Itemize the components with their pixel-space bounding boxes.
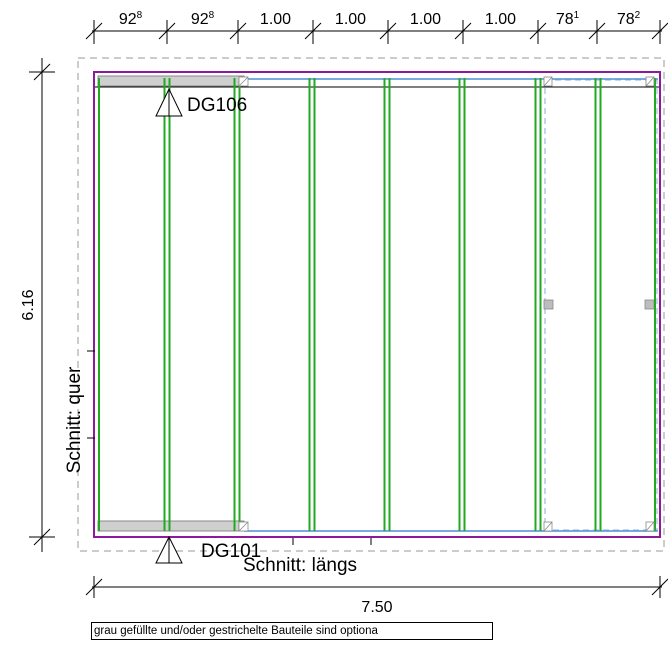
top-dimension-label-2: 1.00	[260, 11, 291, 28]
dim-slash-2	[229, 22, 247, 40]
section-cross-label: Schnitt: quer	[64, 366, 85, 473]
optional-post-right	[644, 299, 655, 310]
dim-slash-6	[529, 22, 547, 40]
top-dimension-label-7: 782	[617, 10, 641, 28]
top-dimension-chain: 928 928 1.00 1.00 1.00 1.00 781 782	[85, 10, 668, 44]
dim-slash-8	[651, 22, 668, 40]
dim-slash-5	[454, 22, 472, 40]
dim-slash-4	[379, 22, 397, 40]
building-outline	[93, 71, 661, 538]
section-long-label: Schnitt: längs	[243, 555, 357, 576]
bottom-section-marker: DG101	[155, 535, 261, 564]
overall-width-label: 7.50	[361, 599, 392, 616]
rafters	[98, 78, 656, 531]
top-plate-optional	[97, 75, 245, 87]
dim-slash-0	[85, 22, 103, 40]
section-cross: Schnitt: quer	[64, 350, 95, 473]
top-section-marker: DG106	[155, 87, 247, 117]
bottom-plate-optional	[97, 520, 245, 532]
optional-post-left	[543, 299, 554, 310]
bottom-dimension: 7.50	[85, 576, 668, 616]
section-long: Schnitt: längs	[243, 538, 372, 576]
corner-hatches	[238, 76, 655, 532]
top-marker-label: DG106	[187, 95, 247, 116]
top-dimension-label-3: 1.00	[335, 11, 366, 28]
dim-slash-1	[158, 22, 176, 40]
dim-slash-7	[588, 22, 606, 40]
top-dimension-label-4: 1.00	[410, 11, 441, 28]
top-dimension-label-6: 781	[556, 10, 580, 28]
overall-depth-label: 6.16	[20, 289, 37, 320]
bottom-marker-label: DG101	[201, 541, 261, 562]
optional-components-note: grau gefüllte und/oder gestrichelte Baut…	[91, 622, 493, 640]
top-dimension-label-5: 1.00	[485, 11, 516, 28]
top-dimension-label-1: 928	[191, 10, 215, 28]
dim-slash-3	[304, 22, 322, 40]
top-dimension-label-0: 928	[119, 10, 143, 28]
left-dimension: 6.16	[20, 58, 55, 552]
optional-outline-dashed	[77, 57, 665, 552]
